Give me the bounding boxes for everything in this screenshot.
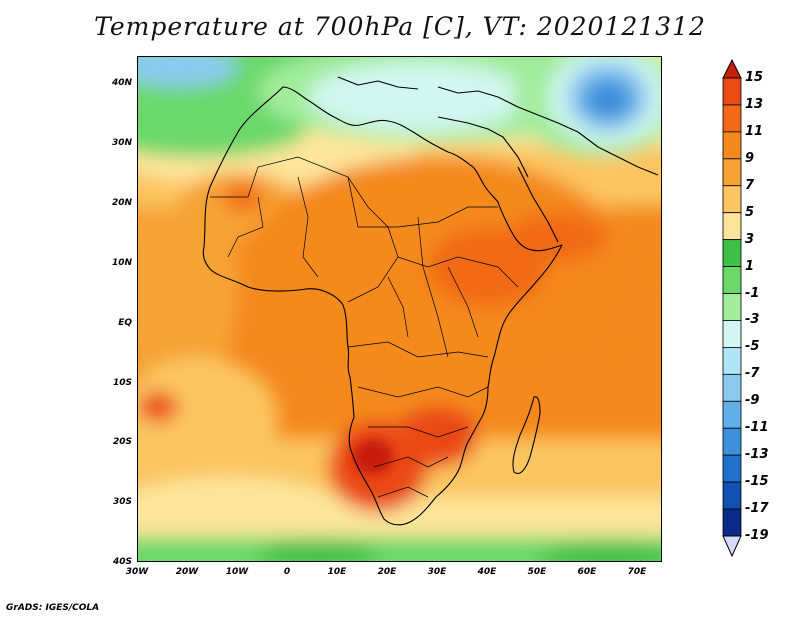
colorbar-swatch <box>722 427 742 456</box>
colorbar-label: -15 <box>745 474 769 490</box>
colorbar-swatch <box>722 535 742 558</box>
lon-label: 20W <box>175 567 199 577</box>
lat-label: 10S <box>112 378 132 388</box>
colorbar-swatch <box>722 293 742 321</box>
lon-label: 10W <box>225 567 249 577</box>
lat-label: 40S <box>112 557 132 567</box>
colorbar-label: -11 <box>745 420 769 436</box>
lat-label: 10N <box>111 258 132 268</box>
colorbar <box>722 58 742 558</box>
colorbar-label: -9 <box>745 393 760 409</box>
chart-title: Temperature at 700hPa [C], VT: 202012131… <box>94 12 706 41</box>
colorbar-label: 1 <box>745 258 755 274</box>
colorbar-swatch <box>722 104 742 133</box>
lon-label: 60E <box>577 567 597 577</box>
lat-label: 20N <box>111 198 132 208</box>
credit-text: GrADS: IGES/COLA <box>6 603 100 613</box>
colorbar-label: 15 <box>745 70 764 85</box>
lat-label: 40N <box>111 78 132 88</box>
lat-label: 30N <box>111 138 132 148</box>
colorbar-swatch <box>722 508 742 537</box>
colorbar-swatch <box>722 58 742 79</box>
colorbar-label: 7 <box>745 177 755 193</box>
colorbar-label: 9 <box>745 150 755 166</box>
colorbar-swatch <box>722 320 742 348</box>
lat-label: 20S <box>112 437 132 447</box>
colorbar-swatch <box>722 77 742 106</box>
colorbar-label: 13 <box>745 96 764 112</box>
lon-label: 10E <box>327 567 347 577</box>
colorbar-swatch <box>722 347 742 375</box>
colorbar-swatch <box>722 131 742 160</box>
temperature-map <box>137 56 662 562</box>
colorbar-label: 3 <box>745 231 755 247</box>
colorbar-swatch <box>722 158 742 187</box>
colorbar-label: -13 <box>745 447 769 463</box>
lon-label: 30E <box>427 567 447 577</box>
colorbar-swatch <box>722 454 742 483</box>
colorbar-label: -17 <box>745 501 769 517</box>
colorbar-swatch <box>722 373 742 402</box>
lon-label: 40E <box>477 567 497 577</box>
lon-label: 50E <box>527 567 547 577</box>
colorbar-label: -5 <box>745 339 760 355</box>
colorbar-swatch <box>722 400 742 429</box>
colorbar-swatch <box>722 185 742 214</box>
colorbar-label: -1 <box>745 285 760 301</box>
colorbar-label: 11 <box>745 123 764 139</box>
lon-label: 70E <box>627 567 647 577</box>
colorbar-label: -3 <box>745 312 760 328</box>
lon-label: 20E <box>377 567 397 577</box>
lat-label: 30S <box>112 497 132 507</box>
colorbar-swatch <box>722 239 742 267</box>
lat-label: EQ <box>118 318 132 328</box>
colorbar-swatch <box>722 481 742 510</box>
colorbar-swatch <box>722 266 742 294</box>
colorbar-swatch <box>722 212 742 241</box>
colorbar-label: -7 <box>745 366 760 382</box>
lon-label: 30W <box>125 567 149 577</box>
colorbar-label: 5 <box>745 204 755 220</box>
colorbar-label: -19 <box>745 528 769 543</box>
lon-label: 0 <box>283 567 291 577</box>
